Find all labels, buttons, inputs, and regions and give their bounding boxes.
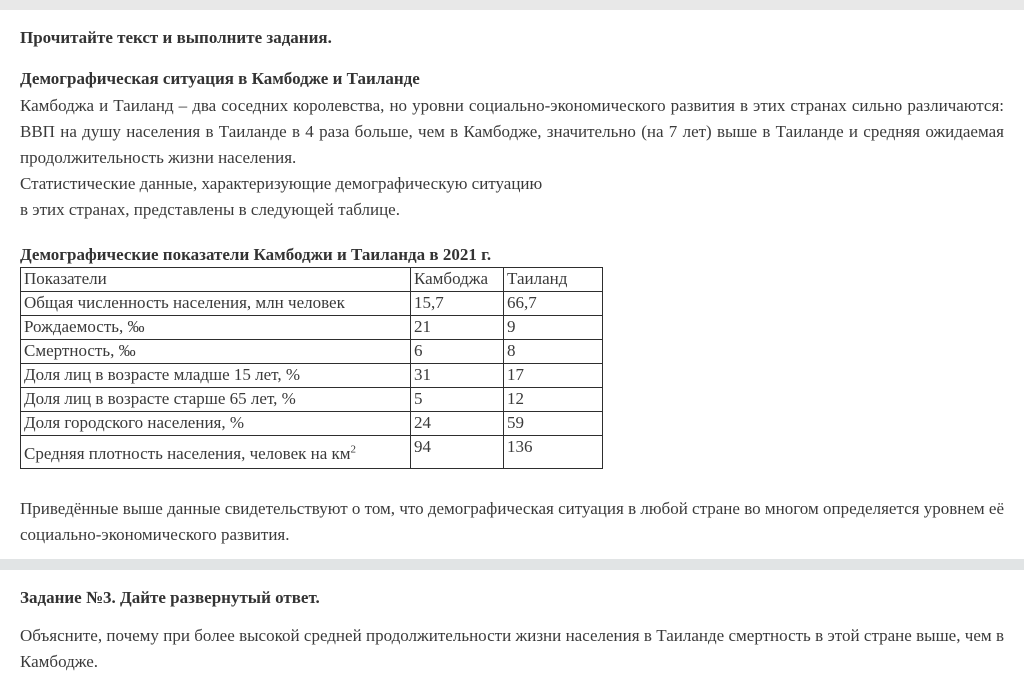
cambodia-value: 15,7 bbox=[410, 291, 504, 316]
table-header-row: Показатели Камбоджа Таиланд bbox=[20, 267, 603, 292]
thailand-value: 8 bbox=[503, 339, 603, 364]
text-section: Прочитайте текст и выполните задания. Де… bbox=[0, 27, 1024, 548]
row-label: Средняя плотность населения, человек на … bbox=[20, 435, 411, 469]
table-row: Общая численность населения, млн человек… bbox=[20, 291, 603, 316]
text-title: Демографическая ситуация в Камбодже и Та… bbox=[20, 69, 420, 88]
intro-paragraph: Камбоджа и Таиланд – два соседних короле… bbox=[20, 96, 1004, 167]
cambodia-value: 31 bbox=[410, 363, 504, 388]
table-row: Доля лиц в возрасте младше 15 лет, % 31 … bbox=[20, 363, 603, 388]
row-label: Доля лиц в возрасте старше 65 лет, % bbox=[20, 387, 411, 412]
task-title: Задание №3. Дайте развернутый ответ. bbox=[20, 588, 320, 607]
cambodia-value: 5 bbox=[410, 387, 504, 412]
row-label: Доля городского населения, % bbox=[20, 411, 411, 436]
table-row: Средняя плотность населения, человек на … bbox=[20, 435, 603, 469]
row-label: Доля лиц в возрасте младше 15 лет, % bbox=[20, 363, 411, 388]
thailand-value: 66,7 bbox=[503, 291, 603, 316]
demographic-table: Показатели Камбоджа Таиланд Общая числен… bbox=[20, 267, 603, 469]
table-row: Рождаемость, ‰ 21 9 bbox=[20, 315, 603, 340]
instruction-title: Прочитайте текст и выполните задания. bbox=[20, 28, 332, 47]
thailand-value: 17 bbox=[503, 363, 603, 388]
thailand-value: 136 bbox=[503, 435, 603, 469]
cambodia-value: 6 bbox=[410, 339, 504, 364]
row-label: Общая численность населения, млн человек bbox=[20, 291, 411, 316]
thailand-value: 9 bbox=[503, 315, 603, 340]
thailand-value: 12 bbox=[503, 387, 603, 412]
cambodia-value: 24 bbox=[410, 411, 504, 436]
top-page-edge bbox=[0, 0, 1024, 10]
row-label-text: Средняя плотность населения, человек на … bbox=[24, 444, 351, 463]
conclusion-paragraph: Приведённые выше данные свидетельствуют … bbox=[20, 499, 1004, 544]
superscript-2: 2 bbox=[350, 443, 357, 456]
section-divider bbox=[0, 559, 1024, 570]
cambodia-value: 94 bbox=[410, 435, 504, 469]
stat-line-2: в этих странах, представлены в следующей… bbox=[20, 200, 400, 219]
table-row: Доля лиц в возрасте старше 65 лет, % 5 1… bbox=[20, 387, 603, 412]
stat-line-1: Статистические данные, характеризующие д… bbox=[20, 174, 543, 193]
table-caption: Демографические показатели Камбоджи и Та… bbox=[20, 245, 492, 264]
row-label: Рождаемость, ‰ bbox=[20, 315, 411, 340]
table-row: Доля городского населения, % 24 59 bbox=[20, 411, 603, 436]
header-indicator: Показатели bbox=[20, 267, 411, 292]
header-thailand: Таиланд bbox=[503, 267, 603, 292]
task-section: Задание №3. Дайте развернутый ответ. Объ… bbox=[0, 587, 1024, 675]
row-label: Смертность, ‰ bbox=[20, 339, 411, 364]
thailand-value: 59 bbox=[503, 411, 603, 436]
header-cambodia: Камбоджа bbox=[410, 267, 504, 292]
cambodia-value: 21 bbox=[410, 315, 504, 340]
table-row: Смертность, ‰ 6 8 bbox=[20, 339, 603, 364]
task-text: Объясните, почему при более высокой сред… bbox=[20, 626, 1004, 671]
